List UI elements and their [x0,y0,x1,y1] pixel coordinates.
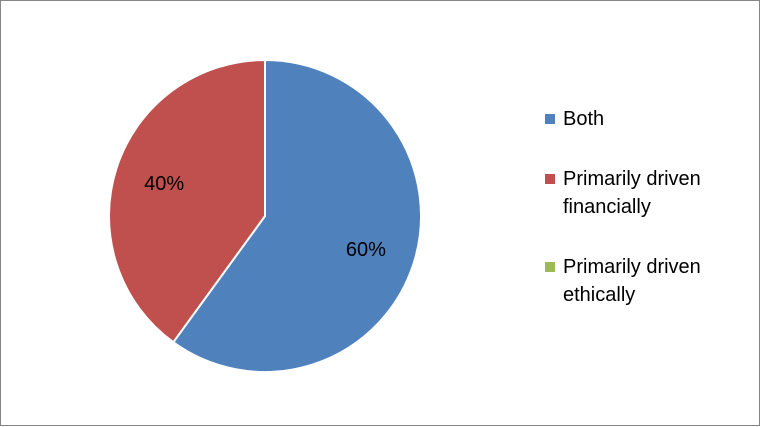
legend-swatch-ethically [545,262,555,272]
data-label-financially: 40% [144,173,184,195]
legend: Both Primarily driven financially Primar… [545,105,755,309]
legend-item-ethically: Primarily driven ethically [545,253,755,309]
legend-swatch-financially [545,174,555,184]
data-label-both: 60% [346,239,386,261]
legend-swatch-both [545,114,555,124]
legend-item-both: Both [545,105,755,133]
pie-slice-both [172,59,422,373]
legend-label-ethically: Primarily driven ethically [563,256,701,306]
legend-label-both: Both [563,108,605,130]
legend-item-financially: Primarily driven financially [545,165,755,221]
legend-label-financially: Primarily driven financially [563,168,701,218]
pie-slice-financially [108,59,266,344]
